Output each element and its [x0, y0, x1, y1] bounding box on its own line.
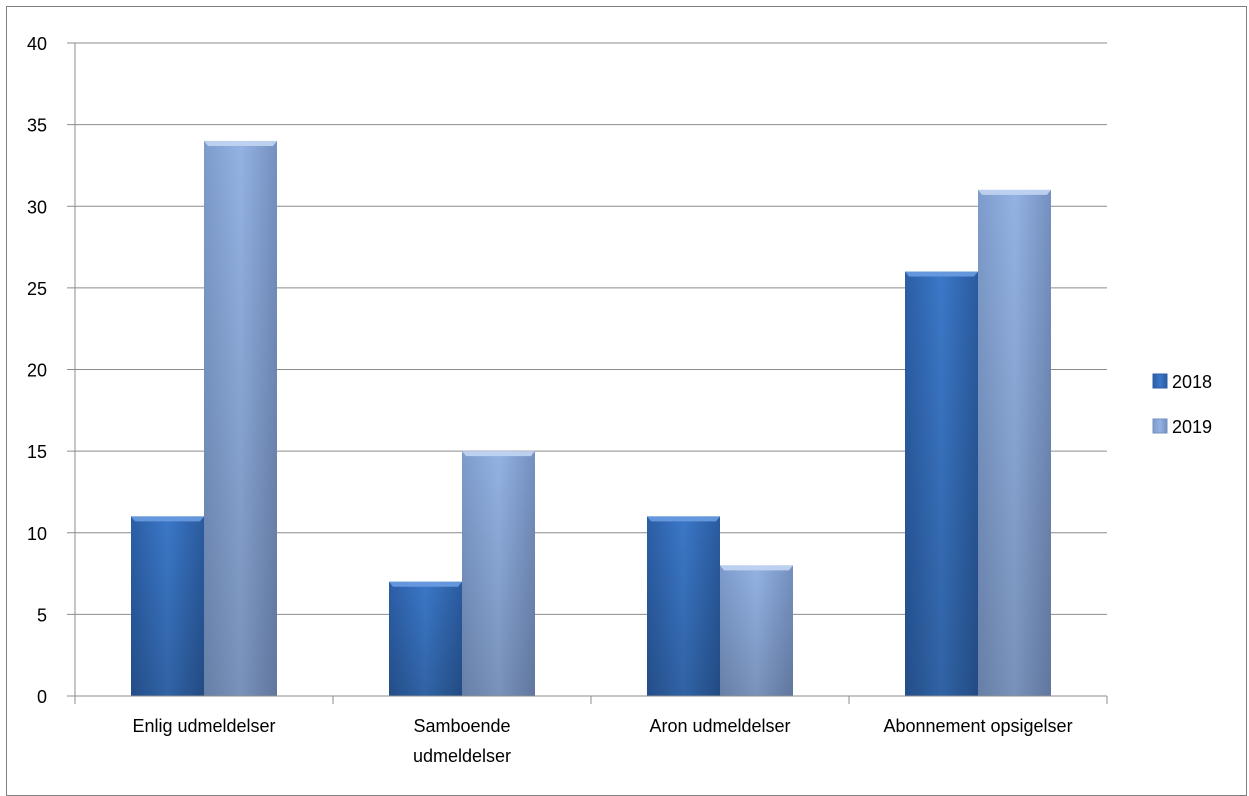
- y-tick-label: 15: [27, 442, 47, 462]
- y-axis-ticks: 0 5 10 15 20 25 30 35 40: [27, 34, 75, 707]
- y-tick-label: 25: [27, 279, 47, 299]
- bars: [131, 140, 1051, 697]
- legend-swatch-2019: [1152, 418, 1168, 434]
- bar-2019-3: [978, 189, 1051, 697]
- bar-bevel: [462, 451, 535, 457]
- y-tick-label: 20: [27, 361, 47, 381]
- bar-2019-0: [204, 140, 277, 696]
- bar-bevel: [905, 271, 978, 277]
- y-tick-label: 30: [27, 197, 47, 217]
- bar-bevel: [389, 581, 462, 587]
- bar-shade: [905, 271, 978, 696]
- bar-shade: [462, 451, 535, 696]
- bar-shade: [389, 581, 462, 696]
- bar-2018-3: [905, 271, 978, 696]
- bar-shade: [204, 140, 277, 696]
- y-tick-label: 10: [27, 524, 47, 544]
- bar-2019-1: [462, 451, 535, 696]
- bar-2018-2: [647, 516, 720, 696]
- legend-swatch-2018: [1152, 373, 1168, 389]
- bar-bevel: [978, 189, 1051, 195]
- bar-2018-1: [389, 581, 462, 696]
- x-category-label: Abonnement opsigelser: [883, 716, 1072, 736]
- bar-2019-2: [720, 565, 793, 696]
- legend-label-2019: 2019: [1172, 417, 1212, 437]
- x-category-label: Enlig udmeldelser: [132, 716, 275, 736]
- axes: [74, 43, 1108, 704]
- bar-shade: [647, 516, 720, 696]
- x-axis-labels: Enlig udmeldelser Samboende udmeldelser Aro…: [132, 716, 1072, 766]
- bar-shade: [978, 189, 1051, 697]
- bar-bevel: [204, 140, 277, 146]
- bar-shade: [131, 516, 204, 696]
- x-category-label: Samboende udmeldelser: [413, 716, 511, 766]
- bar-bevel: [131, 516, 204, 522]
- bar-bevel: [720, 565, 793, 571]
- y-tick-label: 5: [37, 605, 47, 625]
- y-tick-label: 40: [27, 34, 47, 54]
- bar-shade: [720, 565, 793, 696]
- bar-2018-0: [131, 516, 204, 696]
- legend: 2018 2019: [1152, 372, 1212, 437]
- legend-label-2018: 2018: [1172, 372, 1212, 392]
- x-category-label: Aron udmeldelser: [649, 716, 790, 736]
- bar-bevel: [647, 516, 720, 522]
- y-tick-label: 35: [27, 116, 47, 136]
- y-tick-label: 0: [37, 687, 47, 707]
